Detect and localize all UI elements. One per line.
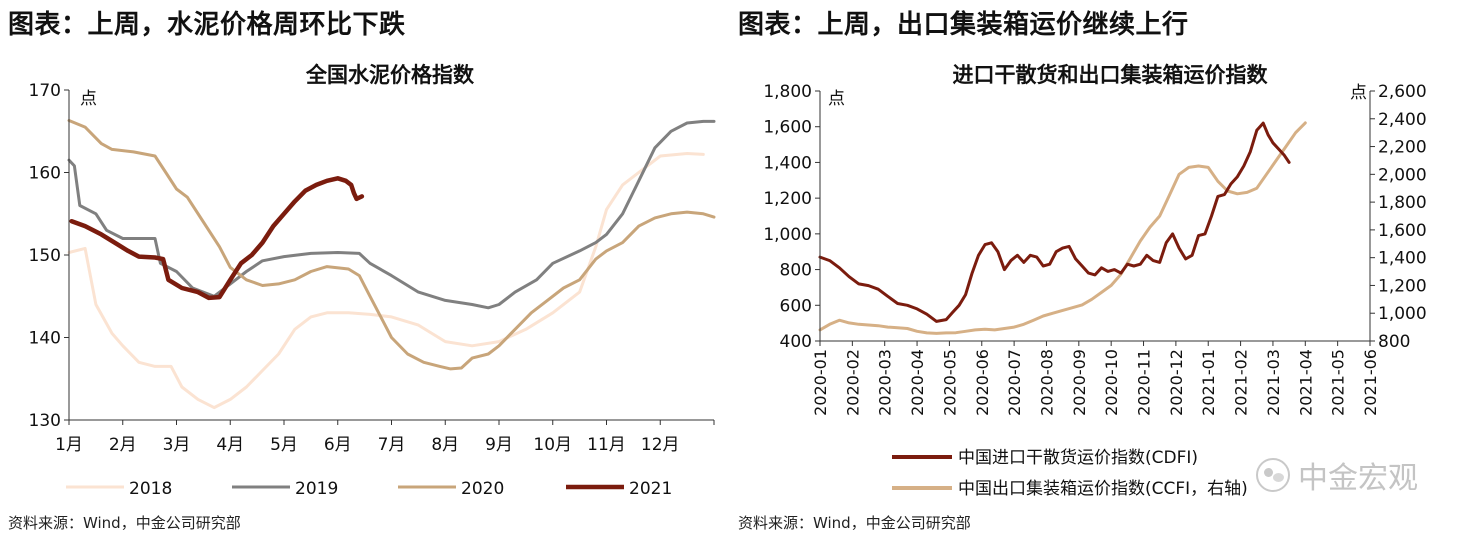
x-tick-label: 2020-06 [973,349,992,416]
y-right-tick-label: 1,400 [1378,249,1427,269]
legend-item-right: 中国出口集装箱运价指数(CCFI，右轴) [892,479,1248,499]
x-tick-label: 2020-11 [1135,349,1154,416]
x-tick-label: 5月 [270,435,298,455]
legend-label: 中国出口集装箱运价指数(CCFI，右轴) [958,479,1248,499]
x-tick-label: 2020-07 [1005,349,1024,416]
y-right-tick-label: 1,200 [1378,276,1427,296]
wechat-icon [1256,458,1290,492]
right-panel-heading: 图表：上周，出口集装箱运价继续上行 [738,10,1189,40]
y-right-tick-label: 1,800 [1378,193,1427,213]
x-tick-label: 2021-02 [1232,349,1251,416]
chart-title: 进口干散货和出口集装箱运价指数 [953,63,1269,87]
x-tick-label: 2月 [109,435,137,455]
y-right-tick-label: 1,000 [1378,304,1427,324]
x-tick-label: 6月 [324,435,352,455]
cement-price-chart: 全国水泥价格指数 点 130 140 150 160 170 1月 2月 3月 4月 5月 6月 7月… [29,63,716,499]
series-line-2018 [67,152,705,410]
y-right-tick-label: 2,400 [1378,110,1427,130]
y-right-tick-label: 2,200 [1378,138,1427,158]
x-tick-label: 2021-05 [1329,349,1348,416]
x-tick-label: 2020-05 [940,349,959,416]
x-tick-label: 3月 [163,435,191,455]
y-right-tick-label: 2,600 [1378,82,1427,102]
y-tick-label: 160 [29,164,61,184]
left-panel-heading: 图表：上周，水泥价格周环比下跌 [8,10,406,40]
y-right-tick-label: 800 [1378,332,1410,352]
x-tick-label: 2021-03 [1264,349,1283,416]
y-right-tick-label: 2,000 [1378,165,1427,185]
legend-item-2021: 2021 [566,479,672,499]
x-tick-label: 2020-08 [1037,349,1056,416]
y-tick-label: 1,800 [763,82,812,102]
legend-label: 2019 [295,479,338,499]
legend-label: 中国进口干散货运价指数(CDFI) [958,448,1198,468]
y-right-tick-label: 1,600 [1378,221,1427,241]
y-tick-label: 1,400 [763,153,812,173]
y-tick-label: 1,600 [763,118,812,138]
legend-label: 2018 [129,479,172,499]
watermark-text: 中金宏观 [1298,461,1418,496]
y-tick-label: 130 [29,411,61,431]
x-tick-label: 2020-12 [1167,349,1186,416]
legend-label: 2021 [629,479,672,499]
x-tick-label: 10月 [533,435,572,455]
x-tick-label: 2020-03 [876,349,895,416]
x-tick-label: 4月 [216,435,244,455]
watermark: 中金宏观 [1256,453,1418,497]
x-tick-label: 12月 [641,435,680,455]
x-tick-label: 11月 [587,435,626,455]
y-tick-label: 170 [29,81,61,101]
right-source-note: 资料来源：Wind，中金公司研究部 [738,514,971,532]
y-axis-label: 点 [828,89,845,109]
freight-index-chart: 进口干散货和出口集装箱运价指数 点 点 400 600 800 1,000 1,200 1… [763,63,1427,499]
x-tick-label: 1月 [55,435,83,455]
x-tick-label: 2020-02 [843,349,862,416]
legend-label: 2020 [461,479,504,499]
series-line-right [818,121,1307,335]
y-tick-label: 1,000 [763,225,812,245]
x-tick-label: 2021-04 [1296,349,1315,416]
series-line-2020 [67,119,716,371]
x-tick-label: 9月 [485,435,513,455]
legend-item-2020: 2020 [398,479,504,499]
left-source-note: 资料来源：Wind，中金公司研究部 [8,514,241,532]
x-tick-label: 2020-09 [1070,349,1089,416]
x-tick-label: 2021-01 [1199,349,1218,416]
y-axis-label: 点 [80,89,97,109]
y-tick-label: 140 [29,329,61,349]
left-chart-panel: 图表：上周，水泥价格周环比下跌 全国水泥价格指数 点 130 140 150 160 1… [0,0,730,540]
y-tick-label: 1,200 [763,189,812,209]
legend-item-left: 中国进口干散货运价指数(CDFI) [892,448,1198,468]
y-axis-right-label: 点 [1350,83,1367,103]
x-tick-label: 2020-10 [1102,349,1121,416]
x-tick-label: 7月 [378,435,406,455]
series-line-2019 [67,119,716,310]
series-line-2021 [69,176,365,301]
y-tick-label: 150 [29,246,61,266]
y-tick-label: 600 [780,296,812,316]
x-tick-label: 2021-06 [1361,349,1380,416]
right-chart-panel: 图表：上周，出口集装箱运价继续上行 进口干散货和出口集装箱运价指数 点 点 40… [730,0,1461,540]
y-tick-label: 800 [780,261,812,281]
series-line-left [818,121,1291,323]
y-tick-label: 400 [780,332,812,352]
x-tick-label: 2020-01 [811,349,830,416]
legend-item-2019: 2019 [232,479,338,499]
x-tick-label: 8月 [431,435,459,455]
chart-title: 全国水泥价格指数 [305,63,475,87]
legend-item-2018: 2018 [66,479,172,499]
x-tick-label: 2020-04 [908,349,927,416]
